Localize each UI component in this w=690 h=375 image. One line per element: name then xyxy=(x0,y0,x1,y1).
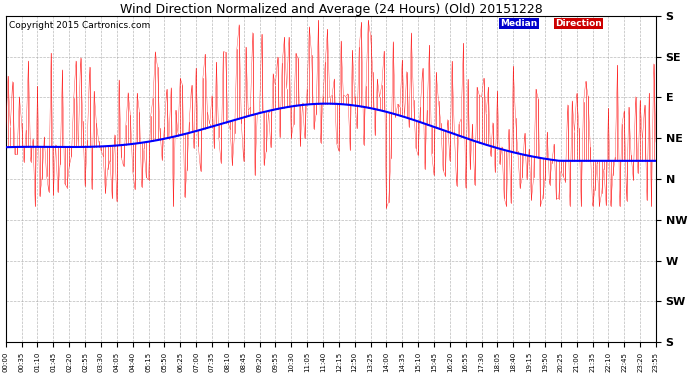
Text: Median: Median xyxy=(500,19,538,28)
Text: Direction: Direction xyxy=(555,19,602,28)
Title: Wind Direction Normalized and Average (24 Hours) (Old) 20151228: Wind Direction Normalized and Average (2… xyxy=(119,3,542,16)
Text: Copyright 2015 Cartronics.com: Copyright 2015 Cartronics.com xyxy=(9,21,150,30)
